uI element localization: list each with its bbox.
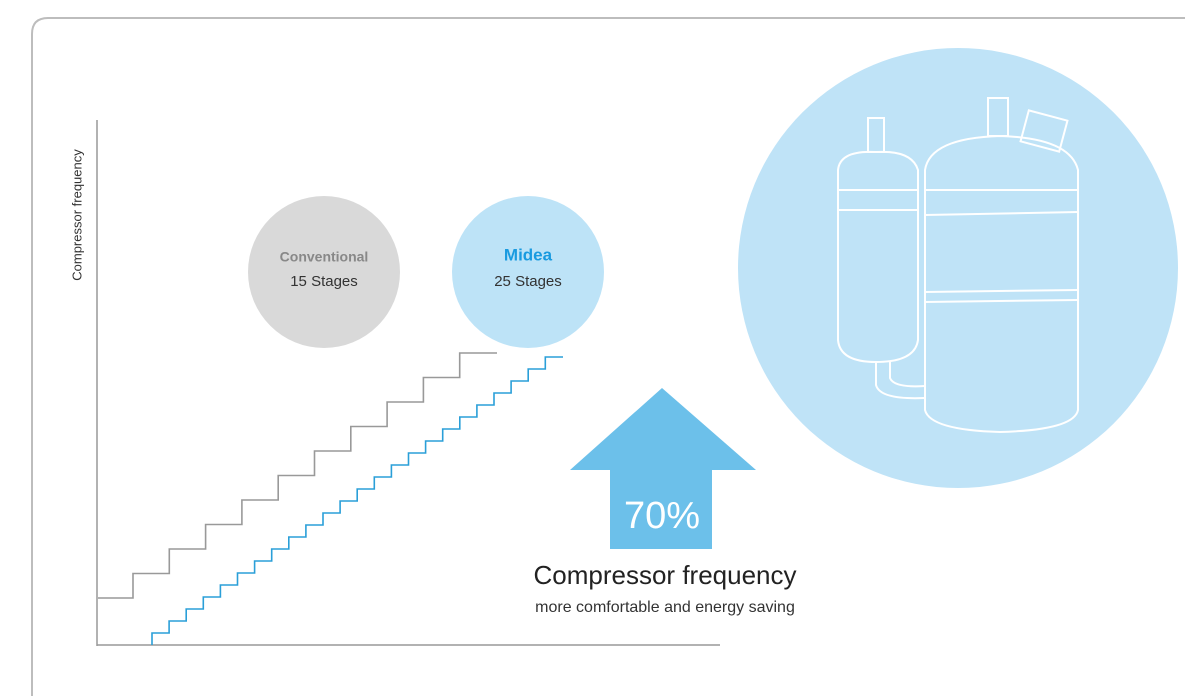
conventional-stages: 15 Stages bbox=[290, 273, 358, 290]
arrow-shaft bbox=[610, 469, 712, 549]
midea-stages: 25 Stages bbox=[494, 273, 562, 290]
midea-name: Midea bbox=[504, 245, 553, 264]
staircases bbox=[98, 352, 563, 645]
arrow-head bbox=[570, 388, 756, 470]
compressor-circle bbox=[738, 48, 1178, 488]
compressor-drawing bbox=[837, 97, 1079, 434]
y-axis-label: Compressor frequency bbox=[69, 149, 84, 281]
frame bbox=[31, 17, 1185, 696]
conventional-circle bbox=[248, 196, 400, 348]
arrow-label: 70% bbox=[624, 495, 700, 537]
caption-subtitle: more comfortable and energy saving bbox=[535, 599, 795, 616]
conventional-name: Conventional bbox=[280, 249, 369, 265]
caption-title: Compressor frequency bbox=[534, 560, 797, 590]
midea-circle bbox=[452, 196, 604, 348]
midea-stairs bbox=[151, 356, 563, 645]
conventional-stairs bbox=[98, 352, 497, 599]
